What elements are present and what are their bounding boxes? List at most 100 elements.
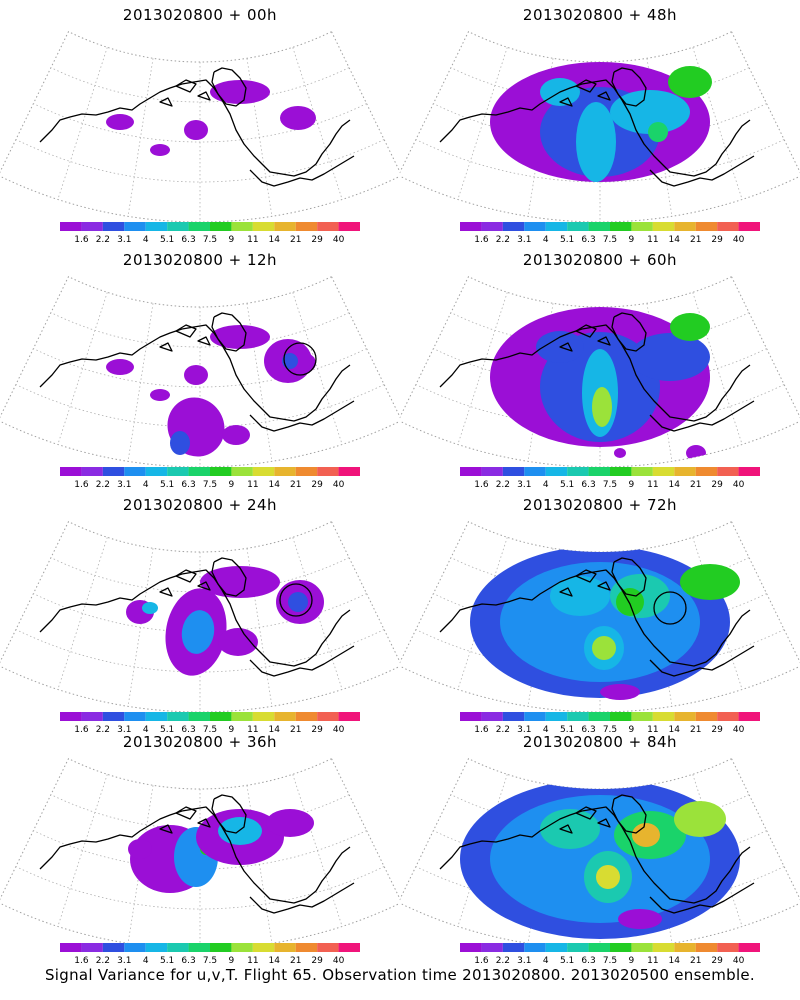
variance-field [460,779,740,939]
variance-contour [142,602,158,614]
panel-title: 2013020800 + 12h [122,251,278,269]
colorbar-swatch [567,222,589,231]
colorbar-tick-label: 29 [311,956,323,965]
variance-contour [184,120,208,140]
colorbar-swatch [167,222,189,231]
colorbar-tick-label: 1.6 [474,480,489,489]
colorbar-tick-label: 9 [629,725,635,734]
colorbar-tick-label: 7.5 [603,725,617,734]
colorbar-swatch [274,943,296,952]
colorbar-swatch [717,467,739,476]
variance-contour [618,909,662,929]
colorbar-swatch [317,222,339,231]
coastline [39,557,355,677]
colorbar-swatch [231,712,253,721]
forecast-panel-60h: 2013020800 + 60h 1.6 2.2 3.1 4 5.1 6.3 7.5 9 11 1… [400,245,800,490]
colorbar-swatch [717,943,739,952]
colorbar-swatch [717,222,739,231]
coastline [439,557,755,677]
colorbar-tick-label: 5.1 [160,235,174,244]
forecast-panel-48h: 2013020800 + 48h 1.6 2.2 3.1 4 5.1 6.3 7.5 9 11 1… [400,0,800,245]
colorbar-tick-label: 40 [733,725,745,734]
colorbar-tick-label: 2.2 [496,235,510,244]
map-plot [400,520,800,713]
colorbar-tick-label: 14 [669,956,681,965]
colorbar-swatch [610,222,632,231]
colorbar-swatch [317,712,339,721]
colorbar-swatch [481,467,503,476]
colorbar-tick-label: 1.6 [474,725,489,734]
colorbar-tick-label: 14 [269,725,281,734]
graticule [15,47,385,222]
colorbar-tick-label: 2.2 [496,725,510,734]
colorbar-tick-label: 6.3 [581,725,595,734]
colorbar-tick-label: 9 [229,725,235,734]
variance-field [106,325,316,457]
colorbar-tick-label: 3.1 [117,235,131,244]
colorbar-swatch [524,943,546,952]
forecast-panel-72h: 2013020800 + 72h 1.6 2.2 3.1 4 5.1 6.3 7.5 9 11 1… [400,490,800,735]
colorbar-swatch [674,712,696,721]
colorbar: 1.6 2.2 3.1 4 5.1 6.3 7.5 9 11 14 21 29 40 [60,943,360,965]
variance-contour [592,636,616,660]
colorbar-tick-label: 11 [247,235,258,244]
colorbar-tick-label: 1.6 [74,725,89,734]
variance-contour [648,122,668,142]
colorbar-tick-label: 21 [690,725,701,734]
colorbar-tick-label: 6.3 [581,480,595,489]
colorbar-swatch [588,222,610,231]
colorbar-tick-label: 7.5 [603,235,617,244]
coastline [439,794,755,914]
colorbar-tick-label: 11 [647,956,658,965]
colorbar-swatch [738,467,760,476]
colorbar-tick-label: 29 [311,235,323,244]
colorbar-tick-label: 29 [711,480,723,489]
variance-contour [592,387,612,427]
colorbar-swatch [295,943,318,952]
colorbar-tick-label: 14 [669,725,681,734]
variance-contour [106,114,134,130]
colorbar-tick-label: 29 [711,956,723,965]
colorbar-tick-label: 7.5 [203,235,217,244]
variance-contour [181,610,215,654]
colorbar-tick-label: 5.1 [160,725,174,734]
colorbar-swatch [631,467,653,476]
colorbar-tick-label: 7.5 [603,480,617,489]
map-plot [0,30,400,223]
colorbar-tick-label: 2.2 [96,235,110,244]
colorbar-swatch [274,712,296,721]
colorbar-swatch [610,712,632,721]
colorbar-swatch [252,222,275,231]
colorbar-tick-label: 3.1 [117,725,131,734]
colorbar-tick-label: 11 [647,725,658,734]
colorbar-tick-label: 11 [647,235,658,244]
coastline [39,312,355,432]
colorbar: 1.6 2.2 3.1 4 5.1 6.3 7.5 9 11 14 21 29 40 [60,222,360,244]
colorbar-swatch [60,943,82,952]
colorbar-swatch [631,222,653,231]
colorbar-swatch [738,712,760,721]
colorbar-tick-label: 1.6 [74,235,89,244]
colorbar-swatch [252,943,275,952]
colorbar-swatch [81,943,103,952]
colorbar-tick-label: 11 [647,480,658,489]
colorbar-tick-label: 21 [290,480,301,489]
variance-field [126,566,324,676]
map-plot [0,757,400,950]
colorbar-swatch [102,943,125,952]
map-plot [400,30,800,223]
colorbar-tick-label: 7.5 [203,480,217,489]
forecast-panel-84h: 2013020800 + 84h 1.6 2.2 3.1 4 5.1 6.3 7.5 9 11 1… [400,727,800,972]
colorbar-tick-label: 1.6 [474,235,489,244]
colorbar-tick-label: 3.1 [117,956,131,965]
colorbar: 1.6 2.2 3.1 4 5.1 6.3 7.5 9 11 14 21 29 40 [460,943,760,965]
colorbar-tick-label: 4 [543,480,549,489]
variance-contour [266,809,314,837]
colorbar-tick-label: 29 [311,725,323,734]
colorbar-swatch [567,943,589,952]
panel-title: 2013020800 + 24h [122,496,278,514]
variance-contour [218,628,258,656]
colorbar-tick-label: 1.6 [74,956,89,965]
colorbar-tick-label: 9 [629,235,635,244]
colorbar-swatch [188,467,210,476]
